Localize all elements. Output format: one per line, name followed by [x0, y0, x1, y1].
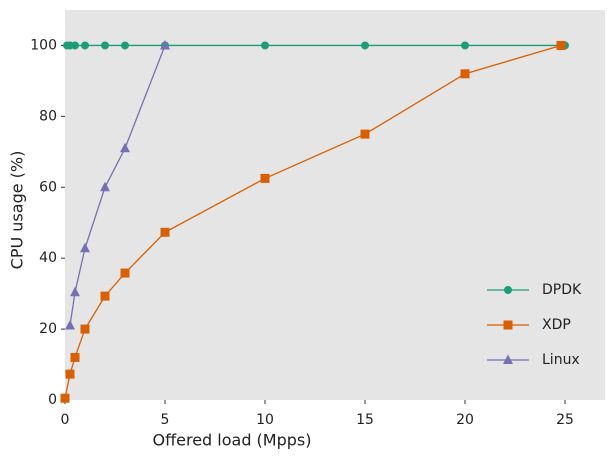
series-line [69, 45, 166, 326]
y-tick-label: 40 [39, 250, 57, 266]
point [71, 41, 79, 50]
point [261, 41, 269, 50]
point [70, 286, 80, 297]
point [120, 268, 130, 278]
point [70, 352, 80, 362]
point [556, 40, 566, 50]
point [160, 39, 170, 50]
point [65, 369, 75, 379]
point [80, 324, 90, 334]
point [60, 393, 70, 403]
point [361, 41, 369, 50]
y-tick-label: 20 [39, 321, 57, 337]
x-tick-label: 0 [61, 412, 70, 428]
y-tick-label: 100 [30, 37, 57, 53]
legend-marker [504, 286, 512, 294]
legend-label: XDP [542, 317, 571, 333]
legend-marker [503, 354, 513, 364]
point [461, 41, 469, 50]
point [260, 173, 270, 183]
plot-area [65, 10, 605, 400]
y-tick-label: 60 [39, 179, 57, 195]
point [160, 227, 170, 237]
x-tick-label: 5 [161, 412, 170, 428]
x-axis-label: Offered load (Mpps) [153, 431, 312, 450]
point [121, 41, 129, 50]
point [120, 142, 130, 153]
legend-label: DPDK [542, 282, 582, 298]
point [65, 320, 75, 330]
point [101, 41, 109, 50]
x-tick-label: 15 [356, 412, 374, 428]
x-tick-label: 25 [556, 412, 574, 428]
point [81, 41, 89, 50]
point [80, 242, 90, 253]
x-tick-label: 10 [256, 412, 274, 428]
point [100, 291, 110, 301]
y-tick-label: 0 [48, 392, 57, 408]
x-tick-label: 20 [456, 412, 474, 428]
y-tick-label: 80 [39, 108, 57, 124]
point [460, 69, 470, 79]
legend-marker [503, 320, 513, 330]
point [100, 181, 110, 192]
legend-label: Linux [542, 352, 580, 368]
y-axis-label: CPU usage (%) [8, 151, 27, 270]
point [360, 129, 370, 139]
